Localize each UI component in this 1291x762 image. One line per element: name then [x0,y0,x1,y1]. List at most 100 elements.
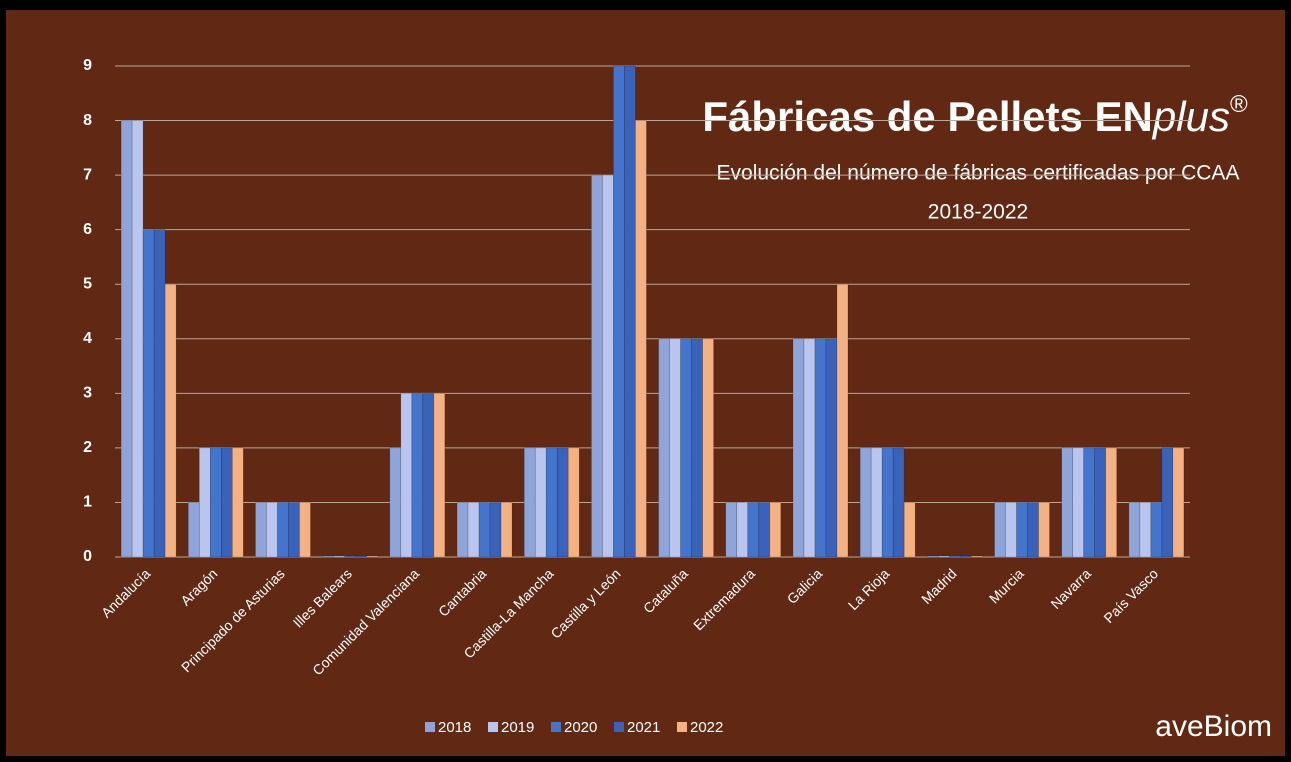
bar [769,502,782,558]
bar [411,393,424,558]
legend-label: 2020 [564,719,597,736]
bar [747,502,760,558]
y-tick-label: 8 [83,112,92,129]
bar [1083,447,1096,558]
bar [333,555,345,558]
y-tick-label: 1 [83,494,92,511]
legend-label: 2022 [690,719,723,736]
bar [389,447,402,558]
bar [1061,447,1074,558]
legend-label: 2018 [438,719,471,736]
bar [892,447,905,558]
bar [209,447,222,558]
bar [1094,447,1107,558]
legend-swatch [425,722,435,732]
logo: aveBiom [1155,710,1272,743]
y-tick-label: 3 [83,385,92,402]
legend-label: 2021 [627,719,660,736]
bar [400,393,413,558]
legend-swatch [614,722,624,732]
bar [1105,447,1118,558]
legend: 2018 2019 2020 2021 2022 [425,719,723,736]
bar [1150,502,1163,558]
bar [534,447,547,558]
y-tick-label: 6 [83,221,92,238]
bar [366,555,378,558]
bar [736,502,749,558]
y-tick-label: 7 [83,166,92,183]
bar [927,555,939,558]
y-tick-label: 4 [83,330,92,347]
bar [870,447,883,558]
title-main: Fábricas de Pellets EN [702,93,1153,140]
bar [322,555,334,558]
bar [792,338,805,558]
bar [456,502,469,558]
bar [1139,502,1152,558]
bar [266,502,278,558]
bar [523,447,536,558]
bar [624,65,636,558]
bar [220,447,233,558]
legend-label: 2019 [501,719,534,736]
bar [949,555,961,558]
bar [960,555,972,558]
y-tick-label: 0 [83,548,92,565]
bar [142,229,155,558]
bar [938,555,950,558]
legend-swatch [677,722,687,732]
bar [467,502,480,558]
bar [120,120,133,558]
bar [1038,502,1050,558]
bar [859,447,872,558]
subtitle: 2018-2022 [928,201,1028,224]
subtitle: Evolución del número de fábricas certifi… [717,162,1240,185]
bar [702,338,714,558]
y-tick-label: 2 [83,439,92,456]
bar [680,338,692,558]
y-tick-label: 9 [83,57,92,74]
bar [1072,447,1085,558]
bar [198,447,211,558]
bar [1005,502,1017,558]
bar [613,65,625,558]
bar [725,502,738,558]
bar [971,555,983,558]
bar [164,283,177,558]
bar [299,502,311,558]
legend-swatch [551,722,561,732]
bar [344,555,356,558]
bar [1016,502,1028,558]
bar [567,447,580,558]
bar [231,447,244,558]
bar [903,502,916,558]
bar [602,174,614,558]
bar [187,502,200,558]
bar [478,502,491,558]
bar [691,338,703,558]
legend-swatch [488,722,498,732]
bar [836,283,849,558]
bar [255,502,267,558]
bar [422,393,435,558]
bar [803,338,816,558]
bar [591,174,603,558]
bar [489,502,502,558]
bar [153,229,166,558]
bar [1128,502,1141,558]
bar [669,338,681,558]
bar [355,555,367,558]
bar [131,120,144,558]
bar [825,338,838,558]
chart-title: Fábricas de Pellets ENplus® [702,91,1248,140]
bar [758,502,771,558]
bar [277,502,289,558]
y-tick-label: 5 [83,275,92,292]
bar [658,338,670,558]
title-mark: ® [1230,91,1248,118]
bar [288,502,300,558]
bar [881,447,894,558]
bar [545,447,558,558]
title-italic: plus [1151,93,1230,140]
